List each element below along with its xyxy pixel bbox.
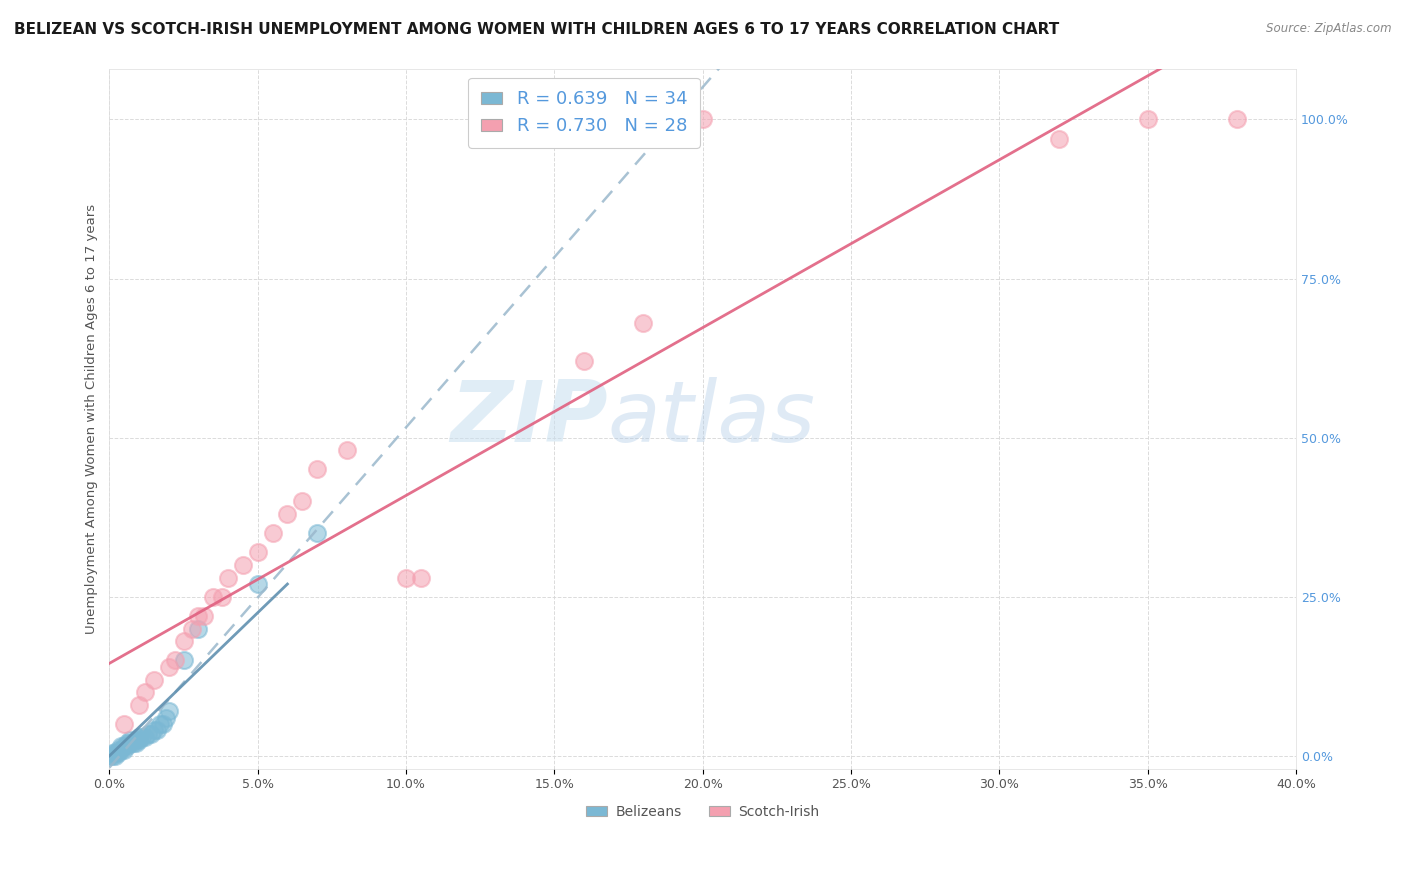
Point <box>112 717 135 731</box>
Text: ZIP: ZIP <box>450 377 607 460</box>
Point <box>104 746 127 760</box>
Point <box>155 711 177 725</box>
Point <box>142 723 165 738</box>
Point <box>107 746 129 760</box>
Point <box>101 746 124 760</box>
Point <box>633 316 655 330</box>
Point <box>307 462 329 476</box>
Point <box>139 726 162 740</box>
Point <box>157 660 180 674</box>
Point <box>572 354 595 368</box>
Point <box>181 622 204 636</box>
Point <box>128 733 150 747</box>
Point <box>157 704 180 718</box>
Point <box>134 685 156 699</box>
Point <box>149 717 172 731</box>
Point <box>193 608 215 623</box>
Point <box>136 726 159 740</box>
Point <box>246 545 269 559</box>
Point <box>104 748 127 763</box>
Point <box>131 730 153 744</box>
Legend: Belizeans, Scotch-Irish: Belizeans, Scotch-Irish <box>581 799 825 825</box>
Point <box>291 494 314 508</box>
Text: Source: ZipAtlas.com: Source: ZipAtlas.com <box>1267 22 1392 36</box>
Point <box>217 571 239 585</box>
Text: BELIZEAN VS SCOTCH-IRISH UNEMPLOYMENT AMONG WOMEN WITH CHILDREN AGES 6 TO 17 YEA: BELIZEAN VS SCOTCH-IRISH UNEMPLOYMENT AM… <box>14 22 1059 37</box>
Point <box>163 653 186 667</box>
Point <box>262 526 284 541</box>
Point <box>120 733 142 747</box>
Point <box>101 748 124 763</box>
Point <box>107 742 129 756</box>
Point <box>173 653 195 667</box>
Point <box>307 526 329 541</box>
Point <box>98 748 121 763</box>
Point <box>146 723 169 738</box>
Point <box>336 443 359 458</box>
Point <box>692 112 714 127</box>
Point <box>110 742 132 756</box>
Point <box>142 673 165 687</box>
Point <box>115 736 138 750</box>
Point <box>112 739 135 754</box>
Point <box>276 507 298 521</box>
Text: atlas: atlas <box>607 377 815 460</box>
Point <box>128 698 150 712</box>
Y-axis label: Unemployment Among Women with Children Ages 6 to 17 years: Unemployment Among Women with Children A… <box>86 203 98 633</box>
Point <box>1136 112 1159 127</box>
Point <box>187 608 209 623</box>
Point <box>122 736 145 750</box>
Point <box>1226 112 1249 127</box>
Point <box>187 622 209 636</box>
Point <box>1047 131 1070 145</box>
Point <box>112 742 135 756</box>
Point <box>134 730 156 744</box>
Point <box>202 590 225 604</box>
Point <box>395 571 418 585</box>
Point <box>128 730 150 744</box>
Point <box>125 733 148 747</box>
Point <box>246 577 269 591</box>
Point <box>211 590 233 604</box>
Point <box>115 739 138 754</box>
Point <box>152 717 174 731</box>
Point <box>173 634 195 648</box>
Point <box>120 736 142 750</box>
Point <box>409 571 432 585</box>
Point <box>125 736 148 750</box>
Point <box>232 558 254 572</box>
Point <box>110 739 132 754</box>
